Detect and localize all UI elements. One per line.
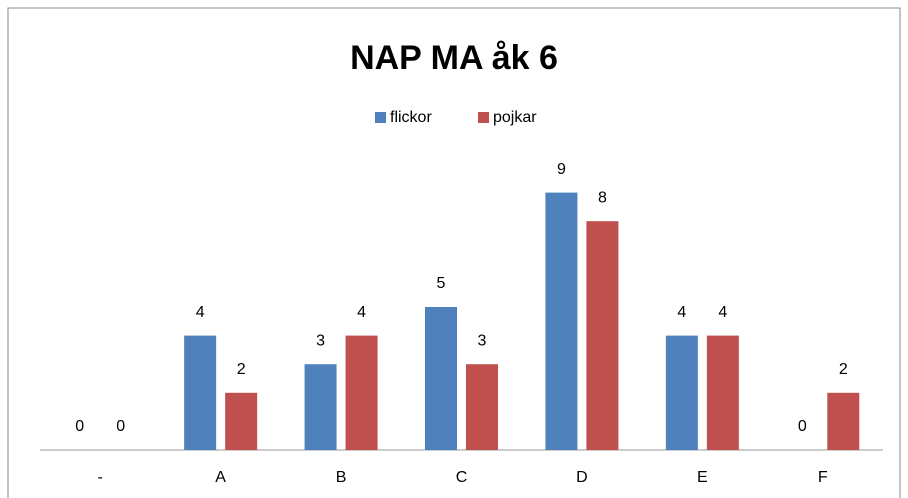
- x-tick-label: E: [697, 469, 708, 486]
- bar: [665, 335, 698, 450]
- data-label: 3: [316, 332, 325, 349]
- x-tick-label: B: [336, 469, 347, 486]
- data-label: 4: [196, 304, 205, 321]
- data-label: 0: [116, 418, 125, 435]
- data-label: 4: [677, 304, 686, 321]
- data-label: 8: [598, 189, 607, 206]
- bar: [466, 364, 498, 450]
- bar: [827, 392, 860, 450]
- bar: [586, 221, 619, 450]
- legend-swatch: [375, 112, 386, 123]
- data-label: 4: [718, 304, 727, 321]
- data-label: 0: [798, 418, 807, 435]
- chart-title: NAP MA åk 6: [350, 39, 558, 77]
- x-tick-label: F: [818, 469, 828, 486]
- legend-label: pojkar: [493, 109, 537, 126]
- bar: [184, 335, 217, 450]
- bar: [225, 392, 258, 450]
- data-label: 3: [478, 332, 487, 349]
- data-label: 0: [75, 418, 84, 435]
- bar: [545, 192, 578, 450]
- x-tick-label: -: [98, 469, 103, 486]
- legend-swatch: [478, 112, 489, 123]
- x-tick-label: C: [456, 469, 468, 486]
- data-label: 2: [839, 361, 848, 378]
- data-label: 9: [557, 161, 566, 178]
- data-label: 5: [437, 275, 446, 292]
- bar: [345, 335, 378, 450]
- x-tick-label: D: [576, 469, 588, 486]
- legend-label: flickor: [390, 109, 432, 126]
- x-tick-label: A: [215, 469, 226, 486]
- data-label: 4: [357, 304, 366, 321]
- bar: [304, 364, 337, 450]
- bar: [425, 307, 457, 450]
- data-label: 2: [237, 361, 246, 378]
- bar: [706, 335, 739, 450]
